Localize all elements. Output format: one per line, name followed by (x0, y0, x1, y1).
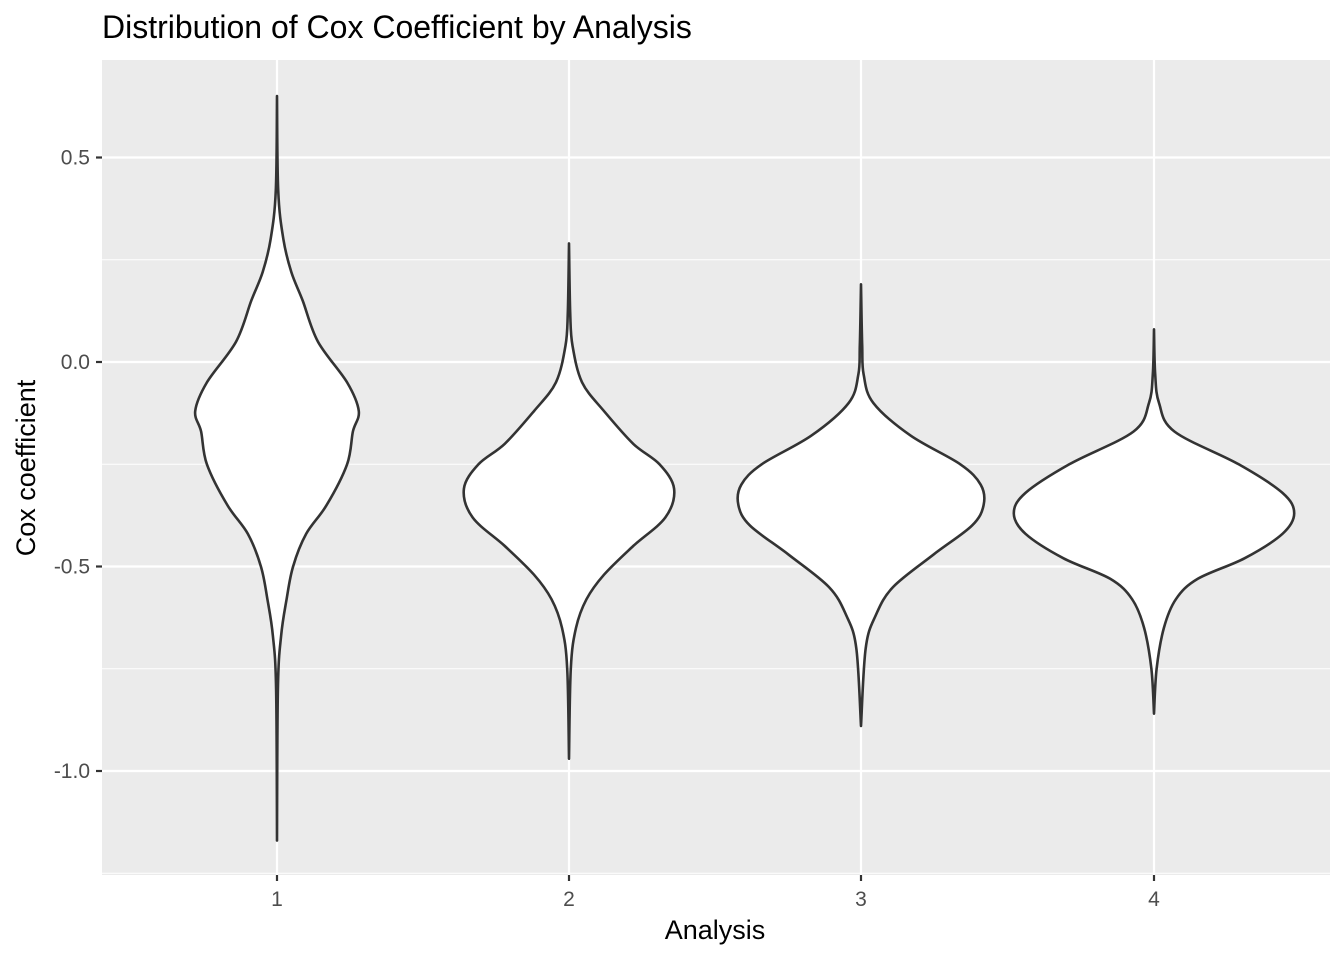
y-tick-label: 0.5 (61, 147, 90, 170)
y-tick-label: -0.5 (54, 556, 90, 579)
violin-4 (1012, 328, 1296, 715)
x-tick-label: 2 (563, 888, 575, 911)
y-axis: 0.5 0.0 -0.5 -1.0 (54, 147, 102, 783)
y-tick-label: -1.0 (54, 760, 90, 783)
x-axis-title: Analysis (665, 915, 766, 945)
y-tick-label: 0.0 (61, 351, 90, 374)
x-tick-label: 3 (855, 888, 867, 911)
x-tick-label: 1 (271, 888, 283, 911)
chart-title: Distribution of Cox Coefficient by Analy… (102, 9, 692, 45)
violins (193, 94, 1296, 842)
violin-3 (736, 283, 986, 728)
violin-1 (193, 94, 361, 842)
violin-2 (462, 242, 676, 760)
x-axis: 1 2 3 4 (271, 875, 1160, 911)
y-axis-title: Cox coefficient (11, 379, 41, 556)
x-tick-label: 4 (1148, 888, 1160, 911)
